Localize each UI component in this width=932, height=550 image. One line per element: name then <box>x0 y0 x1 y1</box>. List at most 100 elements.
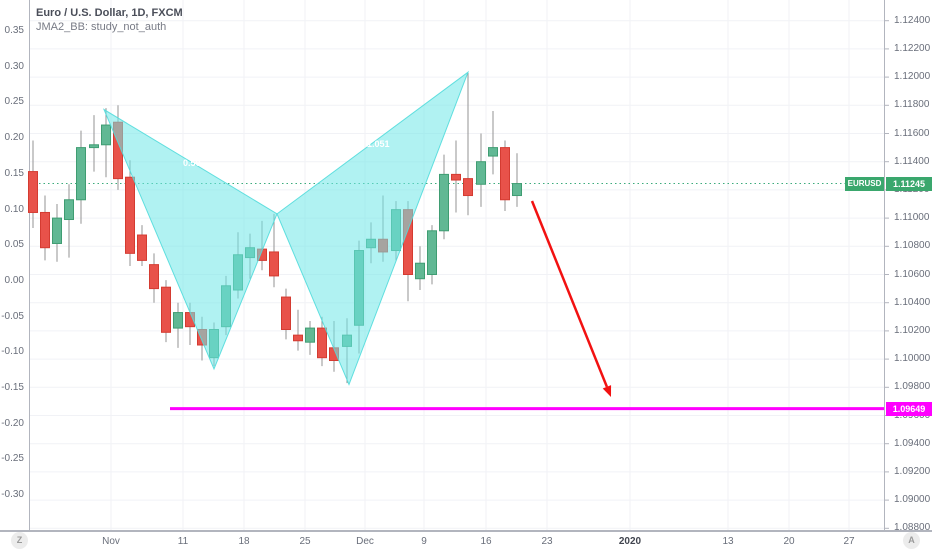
pattern-triangle[interactable] <box>102 108 278 371</box>
candlestick <box>488 110 498 175</box>
candlestick <box>317 316 327 367</box>
indicator-axis-label: 0.35 <box>4 25 24 36</box>
candlestick <box>64 184 74 258</box>
candlestick <box>28 140 38 228</box>
time-axis-label: 18 <box>238 536 250 547</box>
candlestick <box>149 253 159 303</box>
candle-body <box>293 334 303 342</box>
candlestick <box>137 225 147 267</box>
candle-body <box>125 176 135 254</box>
candle-body <box>64 199 74 221</box>
candle-body <box>137 234 147 261</box>
candle-body <box>500 147 510 201</box>
price-axis-label: 1.11800 <box>894 99 930 111</box>
candlestick <box>512 153 522 207</box>
indicator-axis-label: -0.10 <box>1 346 24 358</box>
indicator-axis-label: 0.25 <box>4 96 24 108</box>
candlestick <box>451 140 461 213</box>
current-price-label: 1.11245 <box>886 176 932 191</box>
price-axis-label: 1.10600 <box>894 268 931 280</box>
price-axis-label: 1.10000 <box>894 353 931 365</box>
indicator-axis-label: 0.10 <box>4 203 24 215</box>
price-axis-label: 1.09200 <box>894 465 931 477</box>
indicator-axis-label: 0.00 <box>4 274 24 286</box>
time-axis-label: Dec <box>356 536 374 547</box>
timezone-button[interactable]: Z <box>11 532 28 549</box>
candle-body <box>439 173 449 232</box>
indicator-axis-label: 0.20 <box>4 132 24 144</box>
candle-body <box>269 251 279 277</box>
candle-body <box>451 173 461 181</box>
indicator-axis-label: -0.30 <box>1 489 24 501</box>
indicator-axis-label: -0.15 <box>1 382 24 393</box>
price-axis-label: 1.12000 <box>894 71 931 83</box>
time-axis-label: 20 <box>783 536 795 547</box>
price-axis-label: 1.11000 <box>894 212 930 224</box>
symbol-price-flag: EURUSD <box>845 176 884 191</box>
indicator-legend-item[interactable]: JMA2_BB: study_not_auth <box>36 21 167 33</box>
candlestick <box>463 72 473 216</box>
price-axis-label: 1.10200 <box>894 324 931 336</box>
candle-body <box>476 161 486 185</box>
price-axis-label: 1.09400 <box>894 437 931 449</box>
candlestick <box>101 108 111 178</box>
candlestick <box>269 213 279 288</box>
candlestick <box>161 280 171 343</box>
pattern-ratio-label: 0.50 <box>183 158 201 168</box>
candle-body <box>281 296 291 330</box>
candle-body <box>415 262 425 280</box>
level-price-label: 1.09649 <box>886 401 932 416</box>
candlestick <box>76 130 86 224</box>
candle-body <box>512 183 522 197</box>
indicator-axis-label: -0.05 <box>1 310 24 322</box>
candlestick <box>173 302 183 348</box>
candlestick <box>125 160 135 267</box>
auto-scale-button[interactable]: A <box>903 532 920 549</box>
candlestick <box>40 195 50 261</box>
time-axis-label: 9 <box>421 536 427 547</box>
candle-body <box>305 327 315 343</box>
time-axis-label: 16 <box>480 536 492 547</box>
indicator-axis-label: -0.20 <box>1 417 24 429</box>
harmonic-pattern[interactable]: 0.50 1.051 <box>102 70 470 386</box>
pattern-ratio-label: 1.051 <box>367 139 390 149</box>
candle-body <box>40 211 50 249</box>
candlestick <box>52 204 62 262</box>
candle-body <box>161 286 171 333</box>
price-axis-label: 1.12200 <box>894 42 931 54</box>
time-axis-label: 13 <box>722 536 734 547</box>
candle-body <box>427 230 437 275</box>
candlestick <box>427 225 437 285</box>
pattern-triangle[interactable] <box>276 70 470 386</box>
price-axis-label: 1.11400 <box>894 155 930 167</box>
candle-body <box>101 124 111 146</box>
candle-body <box>52 217 62 244</box>
price-axis-label: 1.09800 <box>894 381 931 393</box>
candlestick <box>281 288 291 340</box>
time-axis-label: Nov <box>102 536 120 547</box>
candle-body <box>28 171 38 213</box>
chart-legend[interactable]: Euro / U.S. Dollar, 1D, FXCM JMA2_BB: st… <box>36 6 183 34</box>
candlestick <box>500 140 510 212</box>
candle-body <box>89 144 99 149</box>
price-axis-label: 1.11600 <box>894 127 930 139</box>
indicator-axis-label: -0.25 <box>1 453 24 465</box>
price-axis-label: 1.08800 <box>894 522 931 534</box>
symbol-title[interactable]: Euro / U.S. Dollar, 1D, FXCM <box>36 7 183 19</box>
candle-body <box>463 178 473 197</box>
trend-arrow[interactable] <box>530 200 612 397</box>
time-axis-label: 2020 <box>618 536 642 547</box>
indicator-axis-label: 0.30 <box>4 60 24 72</box>
time-axis-label: 11 <box>177 536 189 547</box>
candle-body <box>149 264 159 290</box>
candlestick <box>89 115 99 172</box>
indicator-axis-label: 0.05 <box>4 239 24 251</box>
price-axis-label: 1.12400 <box>894 14 931 26</box>
time-axis-label: 23 <box>541 536 553 547</box>
candle-body <box>173 312 183 329</box>
price-axis-label: 1.09000 <box>894 494 931 506</box>
candlestick <box>476 133 486 207</box>
candlestick <box>439 154 449 240</box>
